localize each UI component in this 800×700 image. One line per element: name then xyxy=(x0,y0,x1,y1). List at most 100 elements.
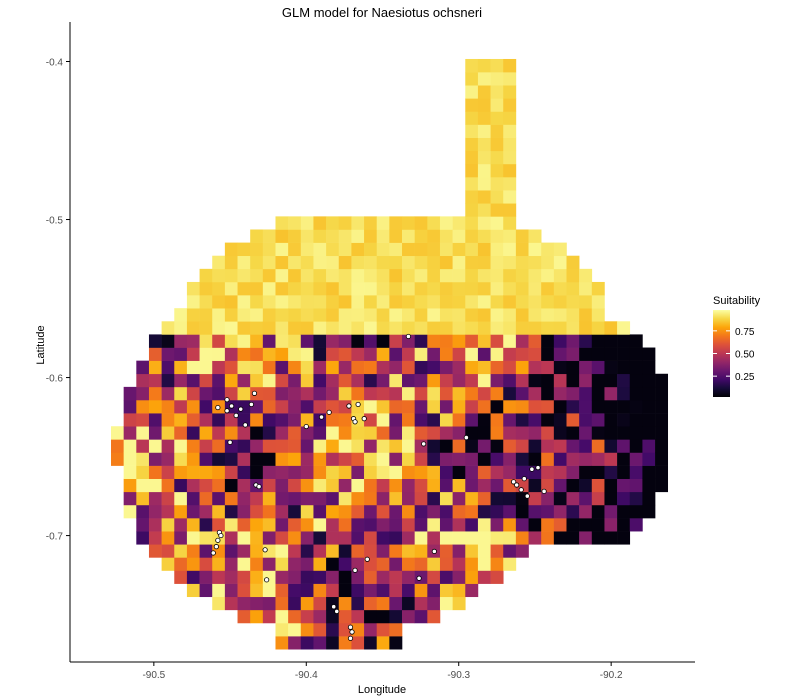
heatmap-cell xyxy=(490,386,504,401)
heatmap-cell xyxy=(389,544,403,558)
heatmap-cell xyxy=(402,386,415,401)
heatmap-cell xyxy=(186,439,200,453)
heatmap-cell xyxy=(465,452,479,466)
heatmap-cell xyxy=(541,334,555,348)
heatmap-cell xyxy=(566,478,580,493)
heatmap-cell xyxy=(490,163,504,178)
heatmap-cell xyxy=(275,478,289,493)
heatmap-cell xyxy=(389,596,403,611)
heatmap-cell xyxy=(288,308,302,322)
heatmap-cell xyxy=(617,373,631,388)
heatmap-cell xyxy=(490,242,504,257)
heatmap-cell xyxy=(364,334,378,348)
heatmap-cell xyxy=(414,518,428,532)
heatmap-cell xyxy=(174,570,188,584)
heatmap-cell xyxy=(186,281,200,296)
heatmap-cell xyxy=(313,452,327,466)
heatmap-cell xyxy=(629,439,643,453)
heatmap-cell xyxy=(439,426,453,440)
heatmap-cell xyxy=(579,491,593,506)
heatmap-cell xyxy=(528,347,542,361)
heatmap-cell xyxy=(174,321,188,335)
heatmap-cell xyxy=(250,308,264,322)
heatmap-cell xyxy=(300,242,314,257)
heatmap-cell xyxy=(566,531,580,545)
heatmap-cell xyxy=(250,557,264,571)
heatmap-cell xyxy=(288,557,302,571)
heatmap-cell xyxy=(300,636,314,650)
heatmap-cell xyxy=(275,229,289,243)
heatmap-cell xyxy=(465,242,479,257)
heatmap-cell xyxy=(541,399,555,414)
heatmap-cell xyxy=(364,531,378,545)
heatmap-cell xyxy=(490,426,504,440)
heatmap-cell xyxy=(389,242,403,257)
heatmap-cell xyxy=(300,557,314,571)
heatmap-cell xyxy=(275,242,289,257)
heatmap-cell xyxy=(591,347,605,361)
heatmap-cell xyxy=(490,229,504,243)
heatmap-cell xyxy=(123,478,137,493)
heatmap-cell xyxy=(414,557,428,571)
heatmap-cell xyxy=(288,504,302,519)
heatmap-cell xyxy=(174,491,188,506)
heatmap-cell xyxy=(553,518,567,532)
heatmap-cell xyxy=(503,281,517,296)
heatmap-cell xyxy=(515,531,529,545)
heatmap-cell xyxy=(402,334,415,348)
heatmap-cell xyxy=(604,347,618,361)
heatmap-cell xyxy=(566,465,580,479)
heatmap-cell xyxy=(161,478,175,493)
heatmap-cell xyxy=(174,504,188,519)
heatmap-cell xyxy=(174,360,188,375)
heatmap-cell xyxy=(427,518,441,532)
heatmap-cell xyxy=(642,478,656,493)
heatmap-cell xyxy=(566,281,580,296)
heatmap-cell xyxy=(326,531,340,545)
heatmap-cell xyxy=(313,583,327,598)
heatmap-cell xyxy=(503,452,517,466)
heatmap-cell xyxy=(351,491,365,506)
heatmap-cell xyxy=(477,570,491,584)
heatmap-cell xyxy=(402,478,415,493)
heatmap-cell xyxy=(629,465,643,479)
heatmap-cell xyxy=(288,452,302,466)
heatmap-cell xyxy=(199,544,213,558)
heatmap-cell xyxy=(224,596,238,611)
heatmap-cell xyxy=(300,268,314,283)
heatmap-cell xyxy=(212,413,226,427)
heatmap-cell xyxy=(224,347,238,361)
heatmap-cell xyxy=(402,360,415,375)
heatmap-cell xyxy=(490,85,504,99)
heatmap-cell xyxy=(477,439,491,453)
heatmap-cell xyxy=(136,373,150,388)
heatmap-cell xyxy=(224,295,238,309)
heatmap-cell xyxy=(566,295,580,309)
heatmap-cell xyxy=(262,347,276,361)
heatmap-cell xyxy=(174,399,188,414)
heatmap-cell xyxy=(300,373,314,388)
heatmap-cell xyxy=(541,268,555,283)
heatmap-cell xyxy=(402,268,415,283)
heatmap-cell xyxy=(503,386,517,401)
heatmap-cell xyxy=(351,242,365,257)
heatmap-cell xyxy=(288,491,302,506)
heatmap-cell xyxy=(414,242,428,257)
heatmap-cell xyxy=(389,622,403,637)
heatmap-cell xyxy=(262,295,276,309)
heatmap-cell xyxy=(212,255,226,270)
heatmap-cell xyxy=(465,334,479,348)
heatmap-cell xyxy=(326,255,340,270)
heatmap-cell xyxy=(364,281,378,296)
heatmap-cell xyxy=(275,544,289,558)
heatmap-cell xyxy=(364,426,378,440)
heatmap-cell xyxy=(326,504,340,519)
heatmap-cell xyxy=(376,478,390,493)
heatmap-cell xyxy=(148,373,162,388)
heatmap-cell xyxy=(389,478,403,493)
heatmap-cell xyxy=(465,478,479,493)
heatmap-cell xyxy=(490,281,504,296)
heatmap-cell xyxy=(617,426,631,440)
heatmap-cell xyxy=(338,504,352,519)
heatmap-cell xyxy=(427,570,441,584)
